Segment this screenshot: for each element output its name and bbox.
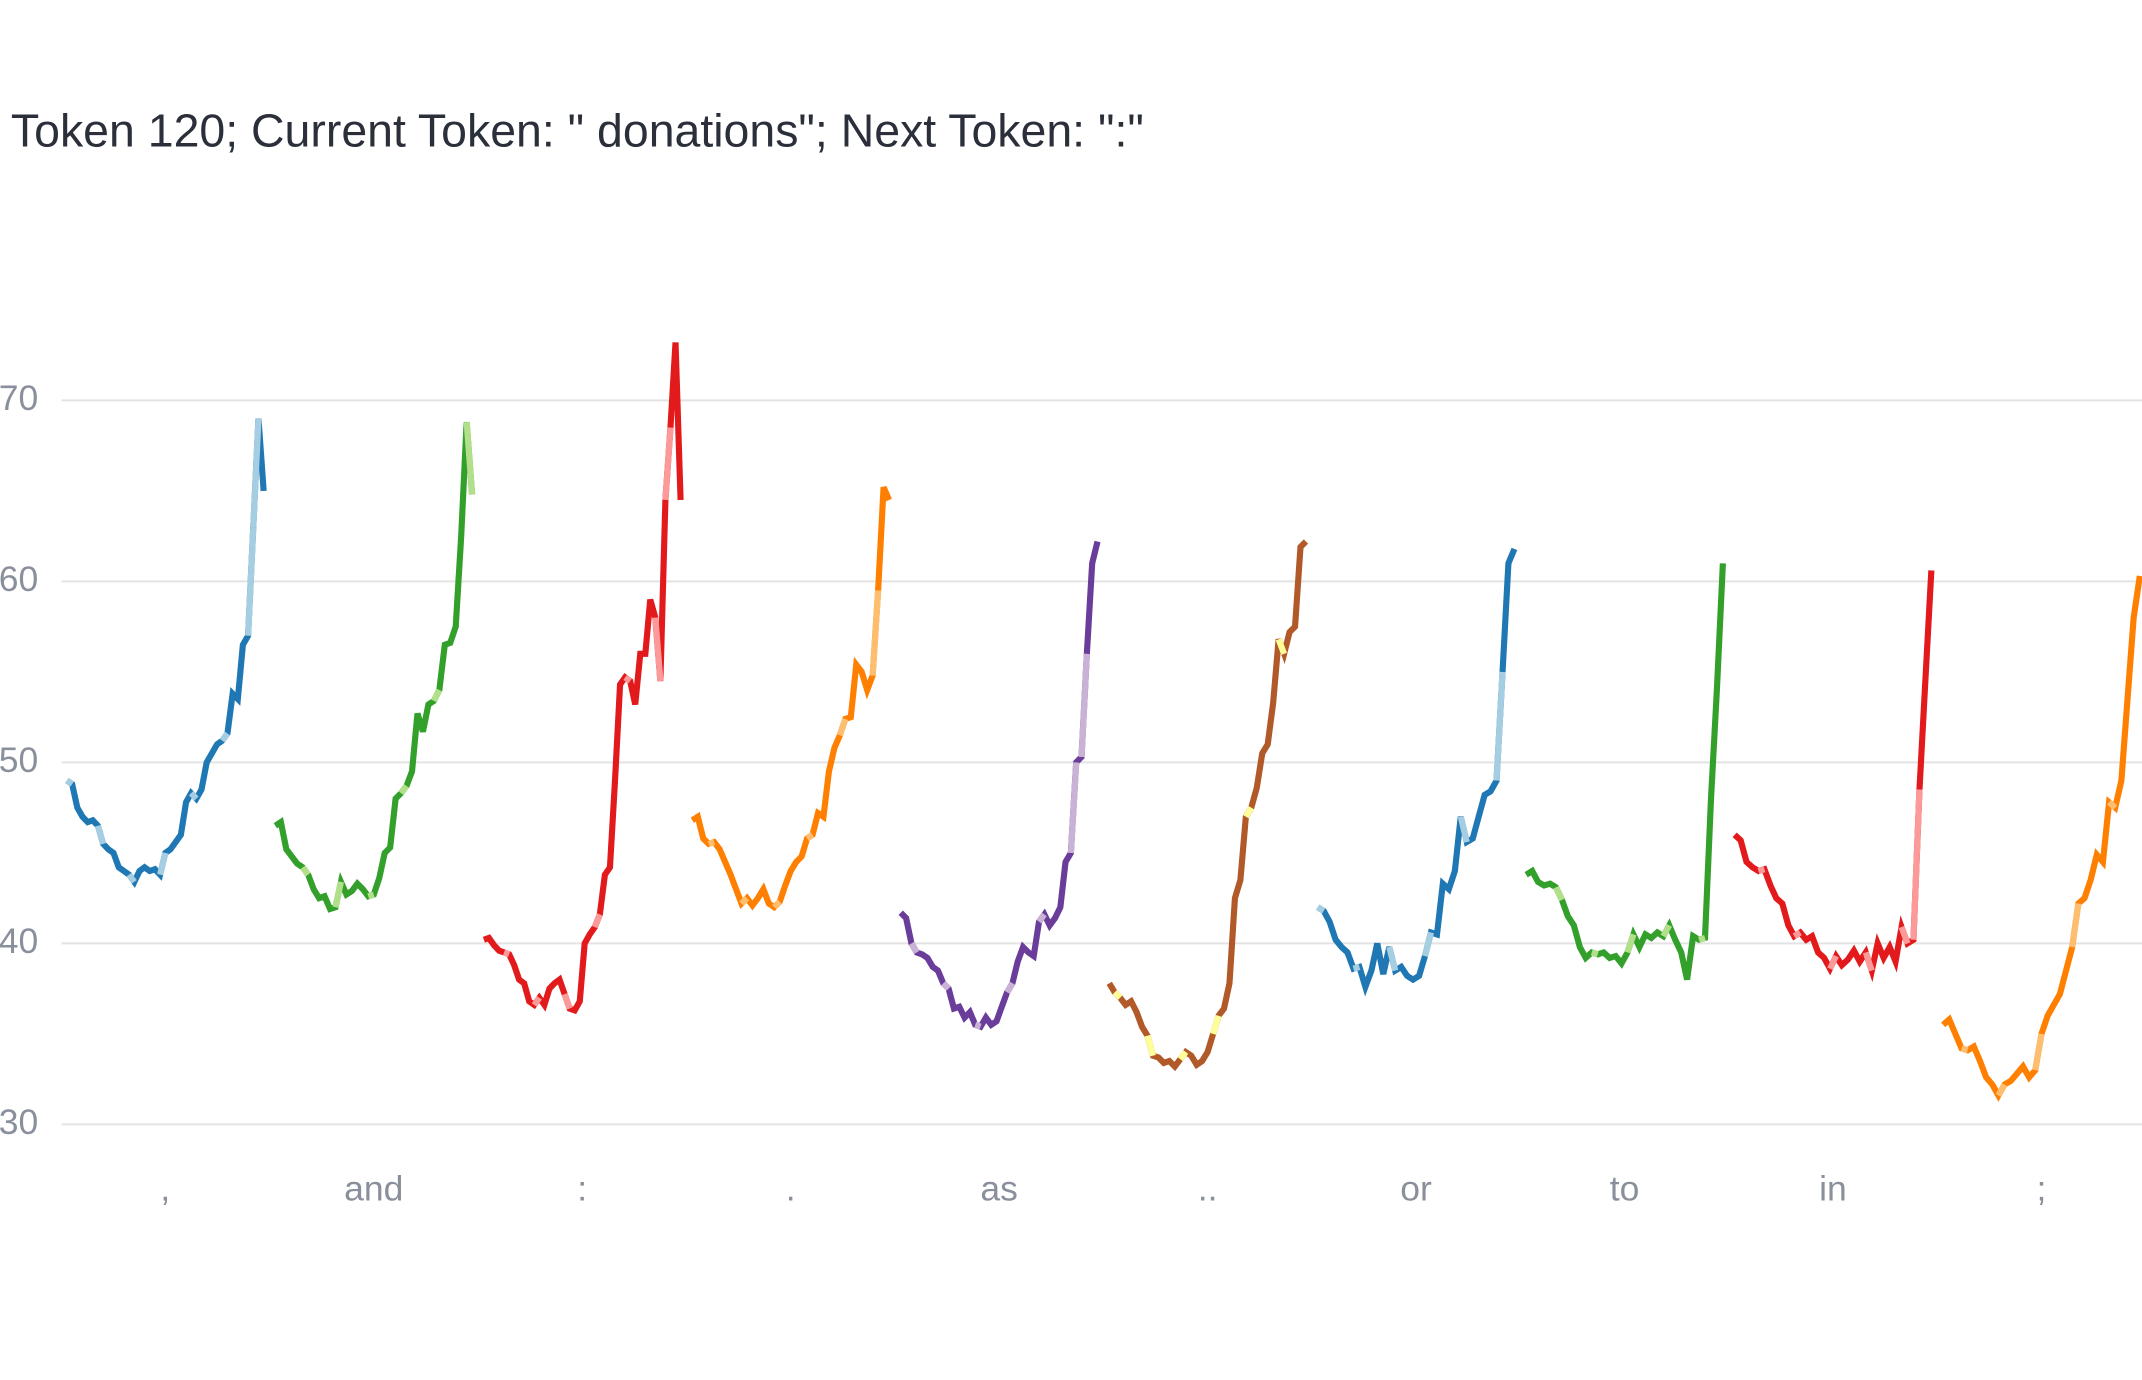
light-segment: [1112, 990, 1123, 1000]
light-segment: [1144, 1034, 1156, 1057]
light-segment: [591, 913, 603, 929]
line: [690, 486, 892, 912]
light-segment: [561, 993, 573, 1010]
line: [65, 418, 267, 888]
light-segment: [1827, 954, 1839, 971]
light-segment: [2069, 903, 2082, 948]
light-segment: [1275, 638, 1287, 655]
x-tick-label: :: [577, 1169, 587, 1209]
light-segment: [1910, 789, 1923, 940]
line: [273, 421, 476, 913]
y-tick-label: 60: [0, 559, 38, 599]
line: [1524, 563, 1726, 981]
x-tick-label: or: [1400, 1169, 1432, 1209]
line: [1732, 570, 1935, 983]
light-segment: [941, 981, 951, 991]
x-tick-label: ..: [1198, 1169, 1218, 1209]
light-segment: [1457, 815, 1470, 843]
x-tick-label: ,: [160, 1169, 170, 1209]
light-segment: [1422, 931, 1434, 957]
y-tick-label: 50: [0, 740, 38, 780]
light-segment: [95, 824, 107, 845]
y-tick-label: 70: [0, 378, 38, 418]
x-tick-label: in: [1819, 1169, 1847, 1209]
light-segment: [1624, 933, 1637, 954]
light-segment: [188, 791, 199, 801]
light-segment: [431, 688, 443, 703]
light-segment: [1698, 935, 1706, 943]
light-segment: [1493, 671, 1506, 781]
light-segment: [332, 881, 344, 908]
light-segment: [1386, 946, 1399, 972]
light-segment: [463, 421, 476, 495]
light-segment: [1995, 1083, 2008, 1097]
x-tick-label: ;: [2037, 1169, 2047, 1209]
line: [482, 342, 684, 1015]
light-segment: [126, 872, 137, 884]
chart-title: Token 120; Current Token: " donations"; …: [11, 104, 1144, 156]
plot-area: [65, 342, 2142, 1102]
light-segment: [1757, 866, 1766, 874]
light-segment: [1590, 949, 1599, 958]
light-segment: [65, 777, 74, 787]
light-segment: [367, 891, 375, 900]
light-segment: [503, 949, 511, 958]
light-segment: [805, 832, 815, 841]
x-tick-label: .: [786, 1169, 796, 1209]
light-segment: [739, 895, 750, 906]
light-segment: [908, 941, 920, 955]
light-segment: [1660, 923, 1672, 938]
light-segment: [2107, 799, 2118, 810]
light-segment: [869, 590, 882, 676]
light-segment: [300, 865, 311, 877]
light-segment: [772, 899, 782, 910]
light-segment: [1792, 929, 1802, 939]
light-segment: [245, 526, 257, 636]
light-segment: [1177, 1050, 1189, 1062]
line: [1106, 539, 1309, 1072]
line: [1316, 547, 1518, 997]
x-tick-label: to: [1610, 1169, 1640, 1209]
x-tick-label: and: [344, 1169, 403, 1209]
light-segment: [250, 418, 262, 528]
line: [898, 540, 1101, 1031]
light-segment: [652, 617, 664, 682]
light-segment: [1067, 762, 1080, 854]
light-segment: [157, 852, 169, 876]
light-segment: [623, 674, 632, 684]
light-segment: [1210, 1014, 1222, 1035]
light-segment: [531, 995, 542, 1007]
light-segment: [1243, 806, 1254, 819]
light-segment: [1078, 653, 1090, 758]
light-segment: [1898, 926, 1911, 945]
light-segment: [974, 1021, 982, 1030]
light-segment: [707, 839, 716, 847]
light-segment: [1553, 885, 1565, 902]
y-tick-label: 30: [0, 1102, 38, 1142]
x-tick-label: as: [980, 1169, 1018, 1209]
light-segment: [219, 731, 230, 743]
line: [1941, 575, 2142, 1102]
light-segment: [1316, 904, 1326, 914]
light-segment: [398, 784, 409, 796]
light-segment: [1862, 951, 1875, 972]
light-segment: [2032, 1033, 2045, 1071]
y-tick-label: 40: [0, 921, 38, 961]
light-segment: [1004, 981, 1016, 994]
light-segment: [1036, 912, 1047, 924]
light-segment: [1960, 1045, 1969, 1054]
light-segment: [662, 427, 674, 501]
light-segment: [1352, 963, 1361, 972]
light-segment: [836, 717, 849, 737]
